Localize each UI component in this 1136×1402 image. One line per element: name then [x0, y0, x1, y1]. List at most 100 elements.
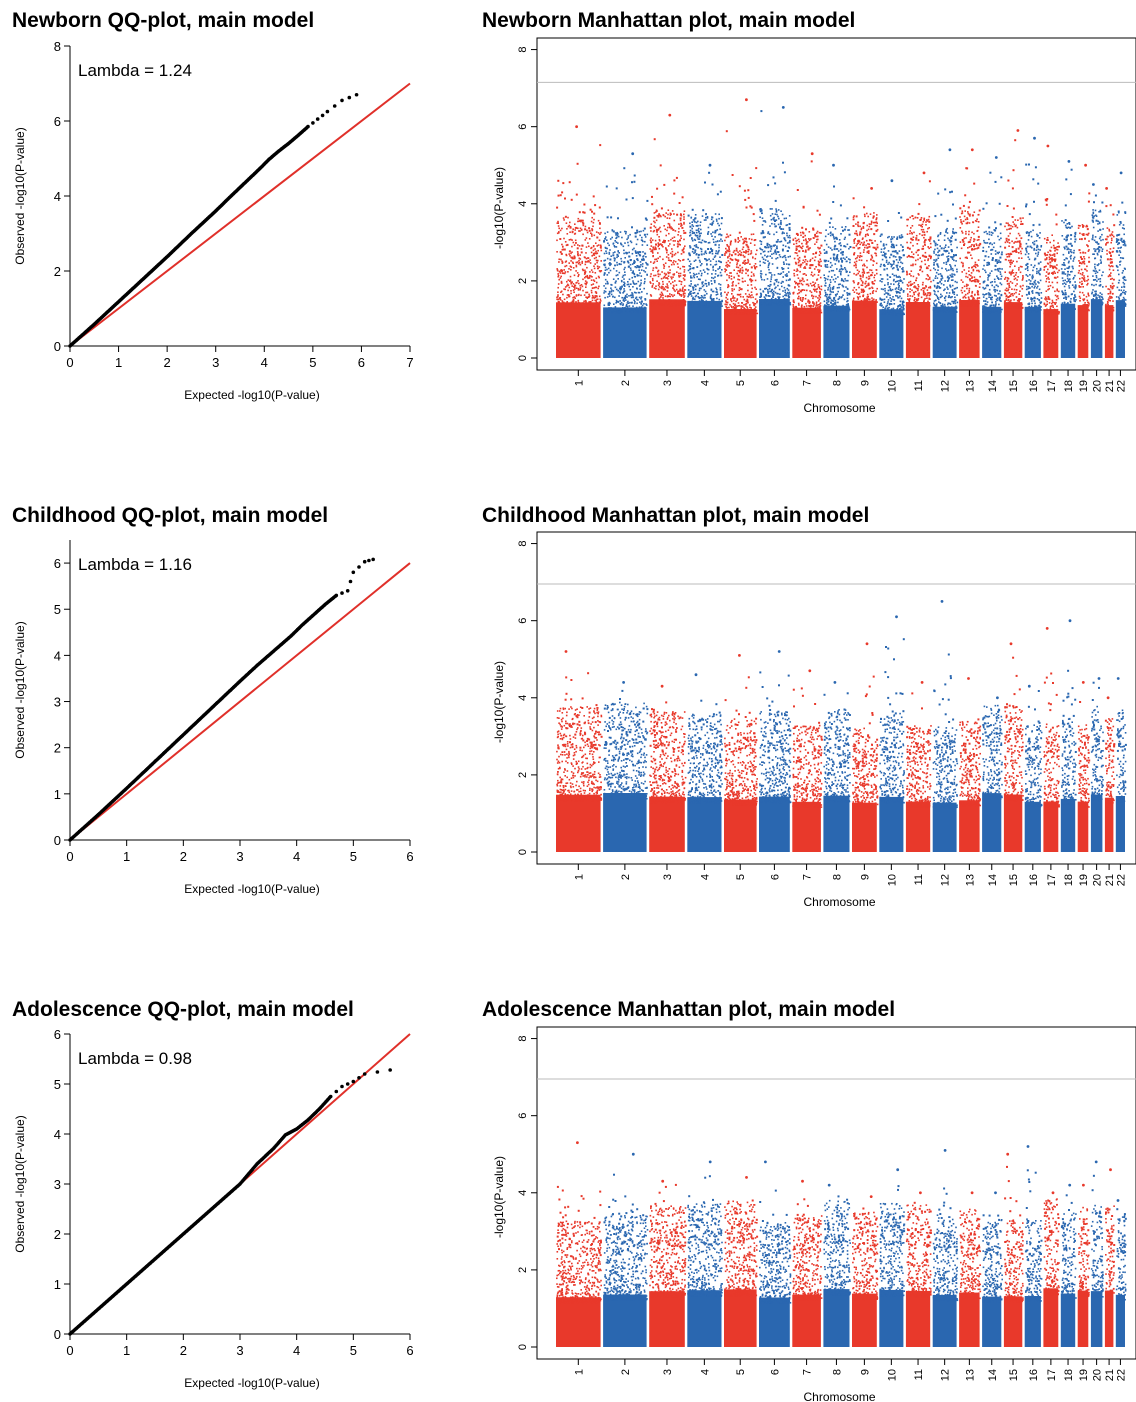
snp-point	[782, 276, 784, 278]
snp-point	[807, 284, 810, 287]
snp-point	[683, 266, 686, 268]
snp-point	[604, 296, 606, 299]
snp-point	[853, 261, 856, 264]
snp-point	[804, 266, 806, 268]
snp-point	[618, 308, 620, 311]
snp-point	[696, 292, 699, 295]
snp-point	[759, 264, 761, 267]
snp-point	[858, 240, 861, 243]
snp-point	[857, 255, 859, 257]
snp-point	[784, 291, 786, 293]
snp-point	[860, 279, 863, 282]
snp-point	[590, 284, 593, 286]
snp-point	[782, 295, 784, 298]
snp-point	[789, 239, 791, 242]
snp-point	[837, 290, 839, 293]
snp-point	[860, 300, 862, 303]
snp-point	[814, 235, 817, 238]
snp-point	[726, 233, 728, 236]
snp-point	[574, 239, 577, 242]
snp-point	[735, 247, 738, 250]
snp-point	[918, 233, 921, 235]
snp-point	[855, 230, 858, 232]
snp-point	[783, 171, 786, 174]
snp-point	[809, 290, 811, 292]
snp-point	[683, 223, 685, 225]
snp-point	[603, 240, 606, 243]
snp-point	[870, 228, 873, 231]
snp-point	[745, 268, 748, 271]
snp-point	[677, 301, 679, 304]
snp-point	[658, 243, 660, 246]
snp-point	[726, 263, 729, 266]
snp-point	[747, 260, 750, 262]
snp-point	[855, 289, 858, 291]
snp-point	[623, 167, 626, 170]
snp-point	[729, 257, 732, 260]
snp-point	[782, 244, 785, 247]
snp-point	[784, 304, 786, 306]
snp-point	[750, 284, 753, 286]
snp-point	[841, 253, 844, 256]
snp-point	[573, 305, 575, 308]
snp-point	[624, 307, 626, 309]
snp-point	[876, 246, 879, 249]
snp-point	[744, 309, 746, 311]
snp-point	[761, 249, 764, 251]
snp-point	[772, 252, 775, 255]
snp-point	[727, 291, 729, 294]
snp-point	[608, 304, 610, 306]
snp-point	[674, 230, 677, 232]
snp-point	[612, 242, 615, 245]
snp-point	[581, 219, 583, 222]
snp-point	[561, 304, 564, 307]
snp-point	[899, 292, 901, 294]
snp-point	[803, 311, 806, 314]
snp-point	[684, 231, 687, 234]
snp-point	[688, 304, 691, 306]
snp-point	[650, 237, 652, 240]
snp-point	[830, 269, 833, 272]
snp-point	[875, 299, 877, 301]
snp-point	[633, 309, 636, 312]
snp-point	[777, 223, 780, 226]
x-tick-label: 6	[358, 355, 365, 370]
snp-point	[627, 244, 630, 247]
snp-point	[715, 291, 718, 293]
snp-point	[682, 277, 685, 280]
snp-point	[649, 282, 652, 284]
snp-point	[635, 306, 638, 309]
snp-point	[817, 274, 820, 276]
snp-point	[753, 219, 756, 222]
snp-point	[740, 254, 742, 257]
snp-point	[895, 259, 898, 261]
top-snp-point	[810, 152, 814, 156]
snp-point	[710, 233, 712, 235]
snp-point	[729, 234, 732, 236]
chromosome-11-points	[905, 171, 932, 358]
snp-point	[633, 299, 635, 301]
snp-point	[661, 293, 664, 295]
snp-point	[879, 265, 882, 268]
snp-point	[586, 261, 589, 263]
snp-point	[796, 268, 798, 270]
snp-point	[862, 227, 865, 229]
snp-point	[585, 283, 587, 286]
snp-point	[712, 238, 715, 241]
snp-point	[697, 296, 700, 298]
snp-point	[718, 267, 721, 270]
snp-point	[716, 229, 719, 231]
snp-point	[767, 266, 770, 269]
snp-point	[658, 214, 660, 216]
snp-point	[752, 273, 755, 275]
snp-point	[728, 255, 731, 257]
snp-point	[892, 263, 895, 265]
snp-point	[580, 294, 582, 297]
snp-point	[788, 296, 791, 298]
snp-point	[621, 276, 624, 278]
snp-point	[888, 306, 890, 309]
snp-point	[805, 263, 808, 266]
snp-point	[728, 246, 730, 249]
x-tick-label: 4	[293, 1343, 300, 1358]
snp-point	[909, 280, 912, 283]
